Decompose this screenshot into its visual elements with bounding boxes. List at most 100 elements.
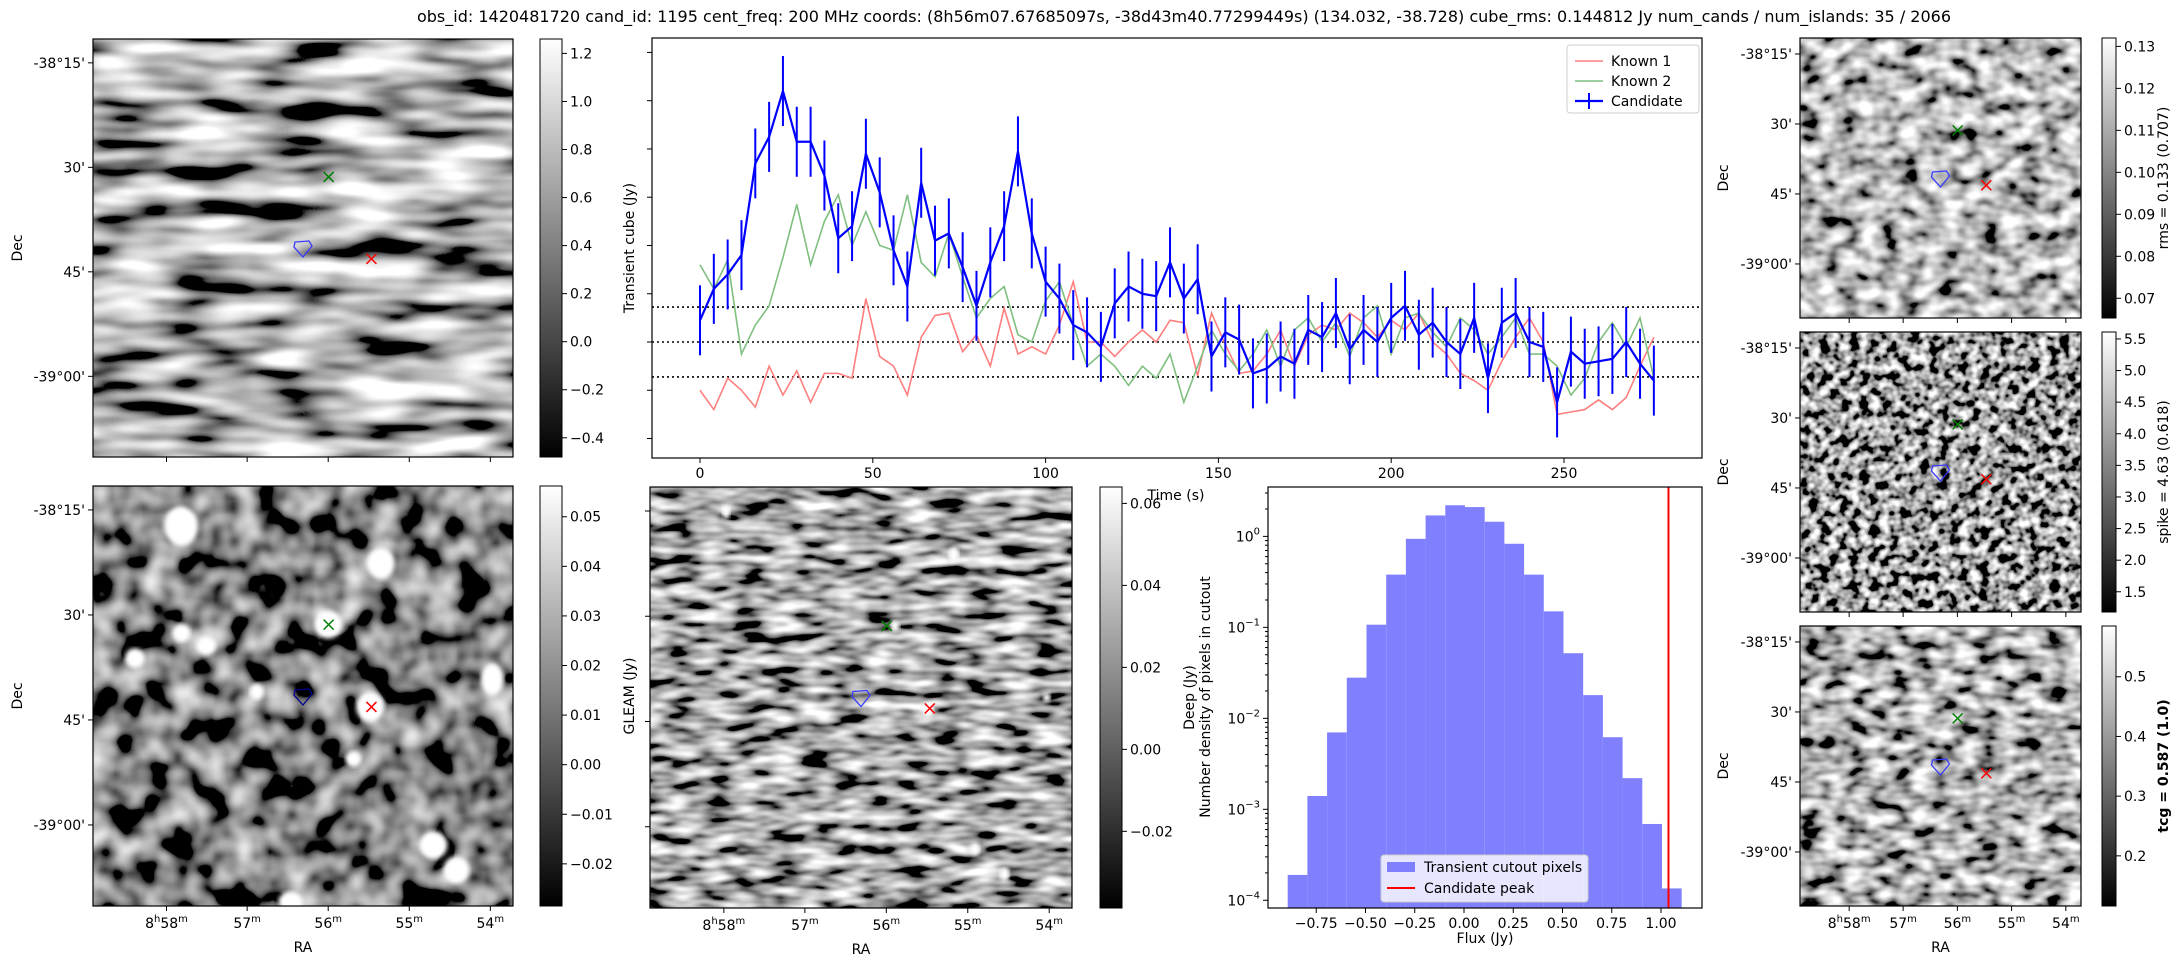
y-tick-base: 10: [1227, 802, 1245, 818]
colorbar-tick-label: 2.0: [2124, 553, 2146, 569]
tcg-panel: 8h58m 57m 56m 55m 54mRA-38°15'30'45'-39°00'D…: [1716, 625, 2172, 956]
dec-tick-label: -38°15': [33, 56, 85, 72]
colorbar-tick-label: 0.3: [2124, 789, 2146, 805]
deep-colorbar: −0.02 0.00 0.02 0.04 0.06 Deep (Jy): [1099, 486, 1198, 909]
y-tick-base: 10: [1236, 529, 1254, 545]
x-tick-label: 1.00: [1645, 916, 1676, 932]
ra-value: 58: [1843, 916, 1861, 932]
rms-colorbar: 0.07 0.08 0.09 0.10 0.11 0.12 0.13 rms = 0.133 …: [2101, 37, 2172, 319]
ra-tick-label: 56m: [1944, 914, 1972, 932]
dec-axis-label: Dec: [1716, 458, 1732, 485]
dec-tick-label: 30': [1770, 705, 1792, 721]
dec-axis-label: Dec: [1716, 164, 1732, 191]
colorbar-tick-label: 0.02: [1130, 660, 1161, 676]
x-tick-label: 200: [1378, 466, 1405, 482]
ra-value: 56: [873, 918, 891, 934]
title-cand-id: cand_id: 1195: [585, 7, 698, 27]
ra-value: 8: [145, 916, 154, 932]
known-source-2-marker: [323, 171, 335, 183]
histogram-bar: [1504, 543, 1525, 908]
colorbar-tick-label: 5.0: [2124, 364, 2146, 380]
x-tick-label: 0: [696, 466, 705, 482]
ra-value: 58: [718, 918, 736, 934]
y-axis-label: Number density of pixels in cutout: [1198, 576, 1214, 818]
y-tick-exponent: −1: [1245, 617, 1260, 628]
colorbar-tick-label: 0.5: [2124, 670, 2146, 686]
colorbar-tick-label: 0.01: [570, 708, 601, 724]
colorbar-tick-label: 0.04: [570, 559, 601, 575]
ra-unit: h: [711, 916, 717, 927]
dec-tick-label: 30': [1770, 411, 1792, 427]
ra-tick-label: 56m: [314, 914, 342, 932]
histogram-bar: [1602, 737, 1623, 908]
deep-panel: 8h58m 57m 56m 55m 54mRA−0.020.000.020.040.06…: [645, 486, 1198, 958]
rms-frame: [1799, 37, 2082, 319]
ra-value: 8: [702, 918, 711, 934]
ra-axis-label: RA: [1931, 940, 1950, 956]
source-blob: [172, 624, 191, 642]
source-blob: [443, 856, 470, 885]
histogram-bar: [1425, 515, 1446, 908]
cube-panel: -38°15' 30' 45' -39°00' Dec −0.4 −0.2 0.0 0.2 0.4…: [10, 38, 638, 462]
source-blob: [419, 831, 448, 860]
histogram-bar: [1484, 521, 1505, 908]
ra-unit: m: [972, 916, 982, 927]
colorbar-label: rms = 0.133 (0.707): [2156, 107, 2172, 250]
ra-tick-label: 8h58m: [702, 916, 745, 934]
dec-tick-label: -39°00': [1740, 551, 1792, 567]
title-cent-freq: cent_freq: 200 MHz: [703, 7, 858, 27]
tcg-colorbar: 0.2 0.3 0.4 0.5 tcg = 0.587 (1.0): [2101, 625, 2172, 907]
tcg-image: [1800, 626, 2081, 906]
ra-unit: m: [1053, 916, 1063, 927]
x-axis-label: Flux (Jy): [1457, 931, 1514, 947]
ra-unit: m: [494, 914, 504, 925]
dec-tick-label: -38°15': [1740, 635, 1792, 651]
ra-value: 8: [1828, 916, 1837, 932]
x-tick-label: 50: [864, 466, 882, 482]
y-tick-exponent: −4: [1245, 890, 1260, 901]
candidate-contour: [293, 688, 313, 706]
colorbar-tick-label: 0.04: [1130, 578, 1161, 594]
colorbar-tick-label: −0.01: [570, 807, 613, 823]
colorbar-tick-label: 3.5: [2124, 458, 2146, 474]
known-source-1-marker: [365, 701, 377, 713]
rms-panel: -38°15'30'45'-39°00'Dec0.070.080.090.100…: [1716, 37, 2172, 323]
known-source-2-marker: [1952, 124, 1964, 136]
source-blob: [356, 691, 385, 722]
known-source-2-marker: [1952, 712, 1964, 724]
colorbar-tick-label: 0.0: [570, 335, 592, 351]
colorbar-tick-label: 0.12: [2124, 81, 2155, 97]
x-tick-label: −0.75: [1295, 916, 1338, 932]
ra-tick-label: 8h58m: [145, 914, 188, 932]
series-line-known-2: [699, 192, 1655, 405]
known-source-2-marker: [1952, 418, 1964, 430]
ra-value: 54: [1035, 918, 1053, 934]
ra-unit: m: [1907, 914, 1917, 925]
colorbar-tick-label: 1.5: [2124, 585, 2146, 601]
colorbar-tick-label: 0.03: [570, 609, 601, 625]
x-tick-label: 0.75: [1596, 916, 1627, 932]
histogram-bar: [1366, 624, 1387, 908]
dec-tick-label: -38°15': [1740, 341, 1792, 357]
colorbar-tick-label: 0.4: [570, 239, 592, 255]
source-blob: [345, 751, 362, 767]
figure-title: obs_id: 1420481720 cand_id: 1195 cent_fr…: [417, 7, 1951, 27]
dec-tick-label: -38°15': [33, 503, 85, 519]
y-tick-label: 10−3: [1227, 799, 1260, 818]
dec-axis-label: Dec: [10, 682, 26, 709]
histogram-bar: [1346, 677, 1367, 908]
colorbar-gradient: [2101, 37, 2117, 319]
dec-tick-label: -39°00': [33, 369, 85, 385]
ra-tick-label: 55m: [395, 914, 423, 932]
legend-label: Candidate peak: [1424, 881, 1535, 897]
y-tick-base: 10: [1227, 893, 1245, 909]
spike-image: [1800, 332, 2081, 612]
plots: -38°15' 30' 45' -39°00' Dec −0.4 −0.2 0.0 0.2 0.4…: [10, 37, 2172, 958]
ra-value: 56: [314, 916, 332, 932]
x-tick-label: 0.00: [1448, 916, 1479, 932]
ra-tick-label: 55m: [954, 916, 982, 934]
rms-image: [1800, 38, 2081, 318]
ra-value: 56: [1944, 916, 1962, 932]
colorbar-tick-label: 0.4: [2124, 729, 2146, 745]
ra-unit: m: [413, 914, 423, 925]
